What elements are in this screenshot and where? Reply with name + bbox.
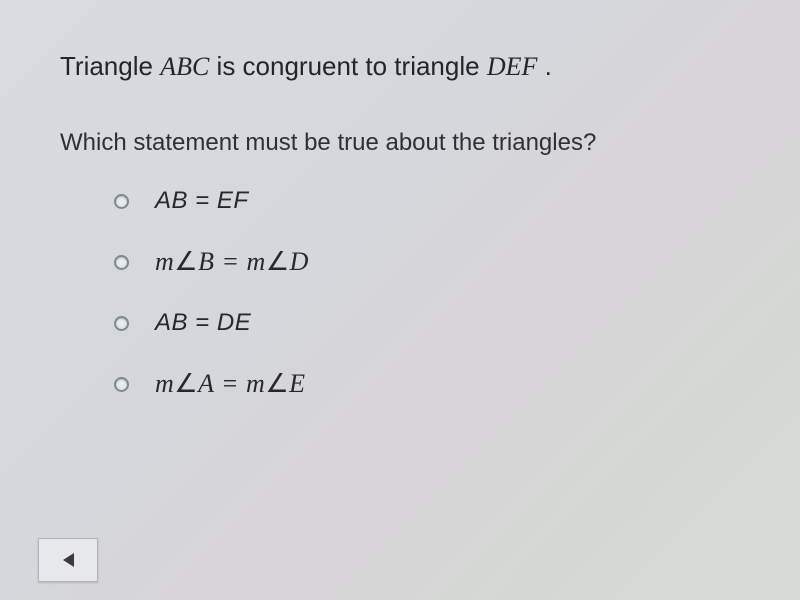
opt4-prefix: m (155, 369, 174, 398)
opt4-mid: = m (214, 369, 265, 398)
option-label-4: m∠A = m∠E (155, 369, 306, 399)
option-row-3[interactable]: AB = DE (114, 309, 740, 337)
opt2-mid: = m (214, 247, 265, 276)
option-label-2: m∠B = m∠D (155, 247, 309, 277)
option-label-3: AB = DE (155, 309, 251, 337)
triangle-2: DEF (487, 52, 538, 81)
problem-statement: Triangle ABC is congruent to triangle DE… (60, 48, 740, 85)
angle-icon: ∠ (174, 369, 198, 398)
arrow-left-icon (63, 553, 74, 567)
statement-text-3: . (537, 51, 551, 81)
radio-3[interactable] (114, 316, 129, 331)
option-row-2[interactable]: m∠B = m∠D (114, 247, 740, 277)
angle-icon: ∠ (174, 247, 198, 276)
angle-icon: ∠ (265, 369, 289, 398)
opt4-ang1: A (198, 369, 214, 398)
opt2-prefix: m (155, 247, 174, 276)
radio-1[interactable] (114, 194, 129, 209)
question-text: Which statement must be true about the t… (60, 129, 740, 157)
statement-text-1: Triangle (60, 51, 160, 81)
radio-4[interactable] (114, 377, 129, 392)
radio-2[interactable] (114, 255, 129, 270)
option-row-1[interactable]: AB = EF (114, 187, 740, 215)
opt2-ang1: B (198, 247, 214, 276)
options-group: AB = EF m∠B = m∠D AB = DE m∠A = m∠E (60, 187, 740, 399)
triangle-1: ABC (160, 52, 209, 81)
angle-icon: ∠ (266, 247, 290, 276)
opt4-ang2: E (289, 369, 305, 398)
option-label-1: AB = EF (155, 187, 249, 215)
opt2-ang2: D (290, 247, 309, 276)
statement-text-2: is congruent to triangle (209, 51, 487, 81)
question-panel: Triangle ABC is congruent to triangle DE… (0, 0, 800, 471)
option-row-4[interactable]: m∠A = m∠E (114, 369, 740, 399)
previous-button[interactable] (38, 538, 98, 582)
